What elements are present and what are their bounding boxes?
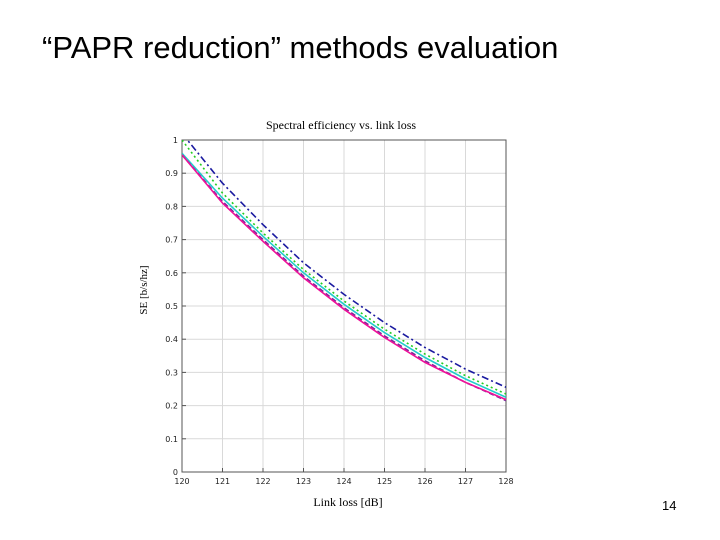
- series-line-dashed-purple: [182, 154, 506, 402]
- y-tick-label: 0.9: [165, 169, 178, 178]
- y-tick-label: 0.4: [165, 335, 178, 344]
- slide-title: “PAPR reduction” methods evaluation: [42, 30, 559, 65]
- x-tick-label: 126: [417, 477, 432, 486]
- y-tick-label: 0.1: [165, 435, 178, 444]
- y-tick-label: 0.5: [165, 302, 178, 311]
- x-tick-label: 122: [255, 477, 270, 486]
- series-line-solid-cyan: [182, 152, 506, 399]
- x-tick-label: 123: [296, 477, 311, 486]
- y-tick-label: 0.7: [165, 236, 178, 245]
- x-tick-label: 124: [336, 477, 351, 486]
- y-tick-label: 1: [173, 136, 178, 145]
- chart-title: Spectral efficiency vs. link loss: [265, 118, 417, 132]
- x-tick-label: 128: [498, 477, 513, 486]
- x-axis-label: Link loss [dB]: [313, 495, 383, 509]
- y-tick-label: 0.6: [165, 269, 178, 278]
- series-line-dotted-green: [182, 140, 506, 395]
- x-tick-label: 127: [458, 477, 473, 486]
- x-tick-label: 120: [174, 477, 189, 486]
- x-tick-label: 121: [215, 477, 230, 486]
- page-number: 14: [662, 498, 677, 513]
- x-tick-label: 125: [377, 477, 392, 486]
- series-line-solid-magenta: [182, 154, 506, 401]
- series-line-dash-dot-blue: [186, 140, 506, 389]
- y-tick-label: 0.8: [165, 202, 178, 211]
- y-tick-label: 0.3: [165, 368, 178, 377]
- y-tick-label: 0: [173, 468, 178, 477]
- y-tick-label: 0.2: [165, 402, 178, 411]
